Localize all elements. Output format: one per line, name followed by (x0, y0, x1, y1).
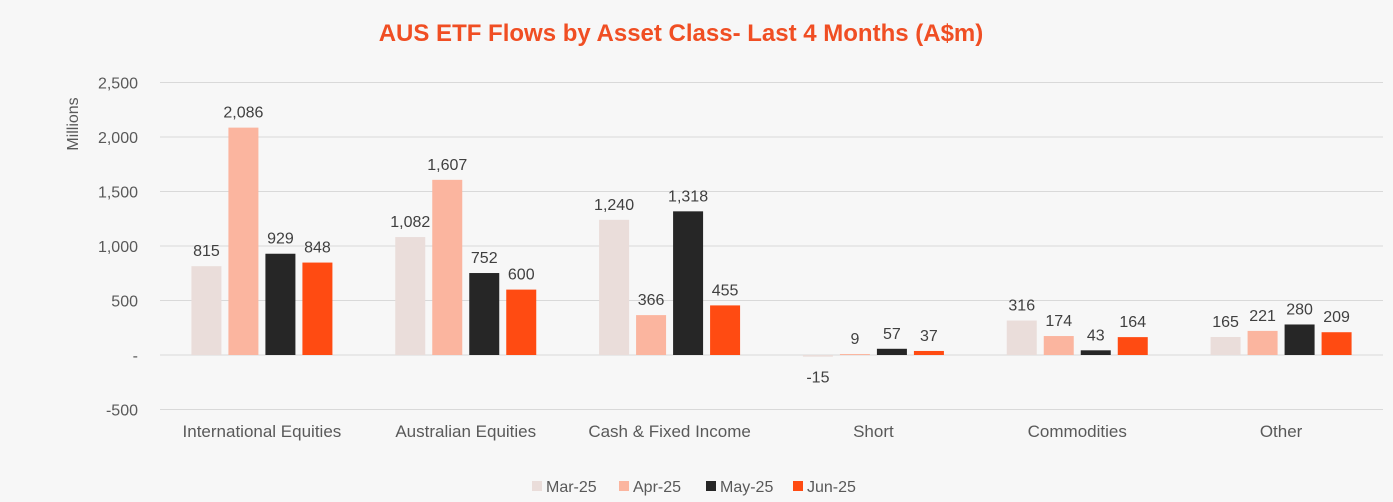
y-tick-label: 500 (111, 294, 138, 311)
bar-may-25-2 (673, 211, 704, 355)
data-label: 1,318 (668, 188, 708, 205)
bar-apr-25-5 (1247, 330, 1278, 355)
bar-may-25-4 (1080, 350, 1111, 355)
data-label: 316 (1008, 298, 1035, 315)
bars (191, 127, 1352, 357)
bar-mar-25-1 (395, 237, 426, 355)
bar-apr-25-3 (839, 354, 870, 355)
bar-mar-25-3 (802, 355, 833, 357)
data-label: 43 (1087, 327, 1105, 344)
x-category-label: Australian Equities (395, 422, 536, 441)
bar-mar-25-2 (599, 219, 630, 355)
x-category-label: International Equities (183, 422, 342, 441)
legend-swatch-may-25 (706, 481, 716, 491)
y-tick-label: -500 (106, 403, 138, 420)
bar-jun-25-5 (1321, 332, 1352, 355)
x-category-label: Other (1260, 422, 1303, 441)
legend: Mar-25 Apr-25 May-25 Jun-25 (532, 479, 856, 496)
data-labels: 815 2,086 929 848 1,082 1,607 752 600 1,240 366 1,… (193, 105, 1350, 387)
data-label: 929 (267, 231, 294, 248)
data-label: 1,082 (390, 214, 430, 231)
data-label: -15 (806, 370, 829, 387)
data-label: 1,607 (427, 157, 467, 174)
data-label: 174 (1045, 313, 1072, 330)
legend-swatch-apr-25 (619, 481, 629, 491)
bar-apr-25-4 (1043, 336, 1074, 355)
data-label: 1,240 (594, 197, 634, 214)
data-label: 848 (304, 240, 331, 257)
y-tick-label: 1,000 (98, 239, 138, 256)
bar-apr-25-2 (636, 315, 667, 355)
y-tick-label: 1,500 (98, 185, 138, 202)
bar-may-25-3 (876, 348, 907, 355)
data-label: 57 (883, 326, 901, 343)
data-label: 455 (712, 282, 739, 299)
x-category-label: Cash & Fixed Income (588, 422, 751, 441)
bar-jun-25-0 (302, 262, 333, 355)
bar-jun-25-4 (1117, 337, 1148, 355)
data-label: 2,086 (223, 105, 263, 122)
data-label: 9 (850, 331, 859, 348)
bar-mar-25-0 (191, 266, 222, 355)
data-label: 209 (1323, 309, 1350, 326)
data-label: 37 (920, 328, 938, 345)
legend-label: May-25 (720, 479, 773, 496)
bar-mar-25-5 (1210, 337, 1241, 355)
data-label: 752 (471, 250, 498, 267)
bar-may-25-0 (265, 253, 296, 355)
data-label: 165 (1212, 314, 1239, 331)
legend-swatch-jun-25 (793, 481, 803, 491)
legend-swatch-mar-25 (532, 481, 542, 491)
data-label: 164 (1119, 314, 1146, 331)
data-label: 280 (1286, 301, 1313, 318)
y-tick-label: 2,500 (98, 76, 138, 93)
bar-jun-25-3 (913, 350, 944, 355)
legend-label: Jun-25 (807, 479, 856, 496)
bar-mar-25-4 (1006, 320, 1037, 355)
legend-label: Mar-25 (546, 479, 597, 496)
x-category-label: Commodities (1028, 422, 1127, 441)
data-label: 221 (1249, 308, 1276, 325)
gridlines (160, 82, 1383, 410)
data-label: 600 (508, 267, 535, 284)
x-category-label: Short (853, 422, 894, 441)
legend-label: Apr-25 (633, 479, 681, 496)
y-axis-title: Millions (65, 97, 82, 150)
bar-apr-25-1 (432, 179, 463, 355)
bar-jun-25-1 (506, 289, 537, 355)
data-label: 815 (193, 243, 220, 260)
bar-may-25-5 (1284, 324, 1315, 355)
x-axis-categories: International Equities Australian Equitie… (183, 422, 1303, 441)
bar-may-25-1 (469, 273, 500, 355)
chart-title: AUS ETF Flows by Asset Class- Last 4 Mon… (379, 20, 984, 47)
data-label: 366 (638, 292, 665, 309)
bar-apr-25-0 (228, 127, 259, 355)
y-tick-label: - (133, 348, 138, 365)
y-tick-label: 2,000 (98, 130, 138, 147)
bar-jun-25-2 (710, 305, 741, 355)
